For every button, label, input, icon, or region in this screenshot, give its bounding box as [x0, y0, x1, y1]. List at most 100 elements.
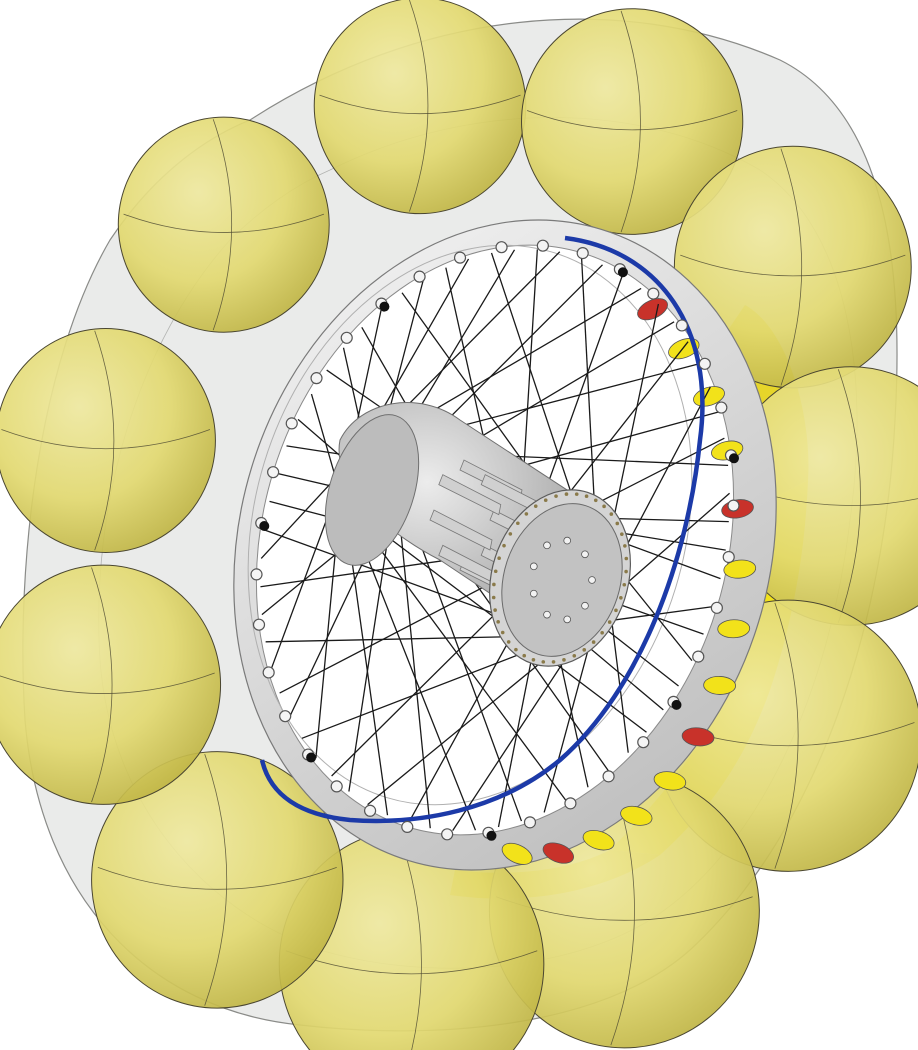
bladder-body: [0, 328, 216, 553]
rim-eyelet: [675, 319, 688, 332]
eyelet-ring: [698, 357, 711, 370]
bladder-seam: [97, 866, 337, 890]
bladder: [673, 145, 912, 389]
rim-eyelet: [363, 804, 377, 817]
rim-eyelet: [279, 710, 292, 723]
bladder-seam: [91, 567, 113, 803]
eyelet-ring: [637, 736, 650, 749]
eyelet-ring: [267, 466, 280, 479]
flange-hole: [533, 504, 538, 508]
hub-bolt: [543, 541, 551, 550]
bladder-seam: [837, 369, 861, 623]
flange-hole: [593, 498, 598, 503]
rim-slot: [542, 842, 575, 864]
bladder-seam: [409, 0, 429, 212]
bladder-seam: [780, 148, 803, 386]
eyelet-clamp: [379, 301, 390, 312]
spoke: [407, 613, 525, 824]
rim-eyelet: [698, 357, 711, 370]
eyelet-ring: [647, 287, 660, 300]
rim-eyelet: [715, 401, 728, 414]
rim-slot: [501, 842, 533, 865]
flange-hole: [508, 532, 513, 536]
flange-hole: [614, 608, 618, 613]
bladder-seam: [526, 110, 738, 131]
bladder-body: [0, 564, 222, 805]
rim-slot: [637, 298, 668, 321]
rim-slot: [717, 619, 751, 639]
flange-hole: [624, 569, 628, 574]
hub-bolt: [563, 615, 572, 624]
flange-hole: [584, 494, 589, 499]
eyelet-ring: [250, 568, 263, 581]
hub-flange-spoke-holes: [491, 492, 629, 664]
bladder-seam: [319, 94, 521, 115]
flange-hole: [572, 653, 577, 658]
flange-hole: [531, 657, 536, 662]
flange-hole: [514, 647, 518, 652]
rim-eyelet: [724, 449, 739, 464]
rim-slot: [653, 771, 687, 791]
flange-hole: [551, 660, 556, 664]
flange-hole: [607, 620, 612, 624]
rim-slot: [620, 805, 653, 826]
rim-eyelet: [710, 601, 723, 614]
rim-eyelet: [330, 780, 343, 793]
hub-bolt: [543, 610, 551, 619]
bladder-seam: [620, 10, 641, 233]
rim-eyelet: [262, 666, 275, 679]
hub-cooling-fins: [429, 459, 553, 601]
hub-face-plate: [501, 503, 623, 657]
rim-back-edge: [247, 244, 693, 806]
rim-eyelet: [340, 331, 353, 344]
rim-eyelet: [250, 568, 263, 581]
flange-hole: [623, 544, 627, 548]
rim-eyelet: [727, 499, 740, 512]
eyelet-ring: [363, 804, 377, 817]
eyelet-ring: [523, 816, 537, 829]
eyelet-clamp: [486, 830, 497, 841]
flange-hole: [493, 569, 498, 574]
eyelet-clamp: [259, 521, 270, 532]
rim-eyelet: [255, 516, 270, 532]
flange-hole: [615, 521, 620, 526]
bladder: [117, 116, 330, 333]
flange-hole: [502, 543, 506, 548]
eyelet-ring: [401, 820, 414, 833]
hub-bolt: [563, 536, 572, 545]
bladder-body: [313, 0, 527, 215]
flange-hole: [564, 492, 569, 496]
eyelet-clamp: [671, 699, 682, 710]
flange-hole: [522, 653, 527, 658]
blue-band-path: [259, 235, 705, 824]
eyelet-ring: [441, 828, 454, 841]
flange-hole: [622, 582, 627, 587]
spoke: [490, 252, 584, 528]
eyelet-ring: [340, 331, 353, 344]
flange-hole: [541, 660, 546, 664]
hub-assembly: [324, 402, 631, 667]
flange-hole: [600, 630, 604, 635]
flange-hole: [506, 640, 511, 644]
flange-hole: [619, 595, 623, 600]
hub-bolt: [530, 562, 538, 571]
eyelet-ring: [710, 601, 723, 614]
bladder-seam: [774, 602, 799, 869]
bladder-body: [91, 751, 344, 1009]
bladder: [521, 8, 744, 235]
rim-slot: [703, 676, 737, 695]
rim-slot: [723, 559, 757, 579]
bladder: [91, 751, 344, 1009]
eyelet-clamp: [728, 453, 739, 464]
rim-eyelet: [413, 270, 426, 283]
flange-hole: [516, 521, 520, 526]
rim-eyelet: [482, 826, 497, 841]
eyelet-ring: [727, 499, 740, 512]
bladder: [0, 328, 216, 553]
rim-eyelet: [647, 287, 660, 300]
rim-eyelet: [523, 816, 537, 829]
eyelet-ring: [675, 319, 688, 332]
bladder-seam: [123, 213, 325, 233]
bladder-seam: [1, 429, 211, 450]
